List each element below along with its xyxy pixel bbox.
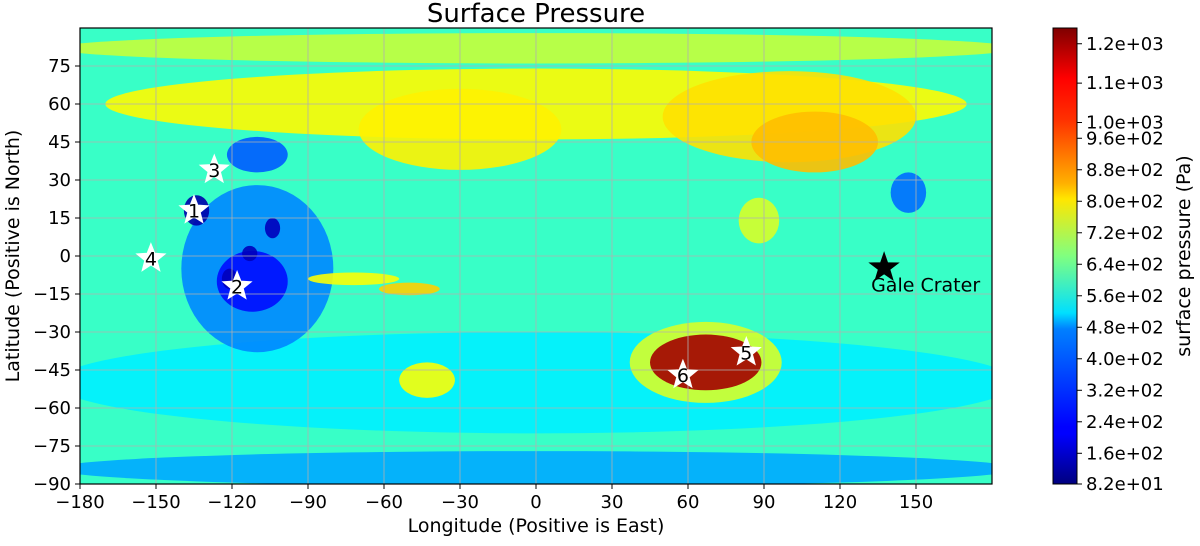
- y-tick-label: 0: [60, 246, 71, 267]
- gale-crater-star-icon: [868, 251, 900, 282]
- site-star-icon: [198, 153, 230, 184]
- colorbar-tick-label: 1.0e+03: [1086, 113, 1164, 134]
- y-tick-label: 60: [48, 94, 71, 115]
- y-tick-label: 30: [48, 170, 71, 191]
- site-star-icon: [178, 194, 210, 224]
- x-tick-label: 60: [677, 492, 700, 513]
- field-feature: [378, 282, 440, 296]
- site-markers: 1 2 3 4 5 6 Gale Crater: [135, 153, 980, 389]
- colorbar-tick-label: 4.0e+02: [1086, 349, 1164, 370]
- x-tick-label: 30: [601, 492, 624, 513]
- colorbar-tick-label: 1.1e+03: [1086, 73, 1164, 94]
- y-tick-label: 15: [48, 208, 71, 229]
- x-tick-label: −60: [365, 492, 403, 513]
- site-number-label: 2: [231, 276, 243, 298]
- y-tick-label: 75: [48, 56, 71, 77]
- field-feature: [216, 250, 288, 312]
- site-number-label: 3: [208, 160, 220, 182]
- colorbar-tick-label: 4.8e+02: [1086, 317, 1164, 338]
- colorbar-tick-label: 3.2e+02: [1086, 380, 1164, 401]
- colorbar-tick-label: 8.0e+02: [1086, 191, 1164, 212]
- field-feature: [890, 172, 927, 213]
- site-number-label: 5: [740, 342, 752, 364]
- field-feature: [226, 136, 288, 173]
- site-star-icon: [221, 270, 253, 300]
- colorbar-tick-label: 6.4e+02: [1086, 254, 1164, 275]
- site-star-icon: [730, 335, 762, 366]
- field-feature: [308, 272, 400, 286]
- y-tick-label: −75: [33, 436, 71, 457]
- x-axis-ticks: −180 −150 −120 −90 −60 −30 0 30 60 90 120 150: [55, 484, 933, 513]
- colorbar-tick-label: 1.6e+02: [1086, 443, 1164, 464]
- colorbar-tick-label: 9.6e+02: [1086, 128, 1164, 149]
- y-tick-label: −30: [33, 322, 71, 343]
- x-tick-label: 150: [899, 492, 933, 513]
- y-tick-label: 45: [48, 132, 71, 153]
- colorbar-tick-label: 7.2e+02: [1086, 223, 1164, 244]
- x-tick-label: 90: [753, 492, 776, 513]
- colorbar-tick-label: 1.2e+03: [1086, 34, 1164, 55]
- x-tick-label: −150: [131, 492, 180, 513]
- x-tick-label: −180: [55, 492, 104, 513]
- y-tick-label: −45: [33, 360, 71, 381]
- colorbar-label: surface pressure (Pa): [1173, 155, 1195, 356]
- field-feature: [242, 245, 258, 262]
- colorbar-ticks: 8.2e+01 1.6e+02 2.4e+02 3.2e+02 4.0e+02 4.8e+…: [1077, 34, 1164, 495]
- y-tick-label: −90: [33, 474, 71, 495]
- x-tick-label: 0: [530, 492, 541, 513]
- site-number-label: 1: [188, 200, 200, 222]
- site-number-label: 4: [145, 249, 157, 271]
- x-tick-label: −30: [441, 492, 479, 513]
- colorbar-tick-label: 8.2e+01: [1086, 474, 1164, 495]
- field-feature: [399, 362, 455, 398]
- field-feature: [738, 197, 780, 244]
- x-axis-label: Longitude (Positive is East): [408, 515, 665, 537]
- x-tick-label: 120: [823, 492, 857, 513]
- site-number-label: 6: [677, 365, 689, 387]
- colorbar: [1052, 27, 1078, 485]
- x-tick-label: −90: [289, 492, 327, 513]
- colorbar-tick-label: 8.8e+02: [1086, 160, 1164, 181]
- colorbar-tick-label: 5.6e+02: [1086, 286, 1164, 307]
- colorbar-tick-label: 2.4e+02: [1086, 412, 1164, 433]
- gale-crater-label: Gale Crater: [871, 275, 980, 297]
- y-axis-ticks: 75 60 45 30 15 0 −15 −30 −45 −60 −75 −90: [33, 56, 80, 495]
- field-feature: [264, 218, 281, 239]
- y-axis-label: Latitude (Positive is North): [2, 130, 24, 383]
- site-star-icon: [135, 242, 167, 272]
- y-tick-label: −60: [33, 398, 71, 419]
- x-tick-label: −120: [207, 492, 256, 513]
- site-star-icon: [667, 358, 699, 389]
- y-tick-label: −15: [33, 284, 71, 305]
- chart-title: Surface Pressure: [427, 0, 645, 29]
